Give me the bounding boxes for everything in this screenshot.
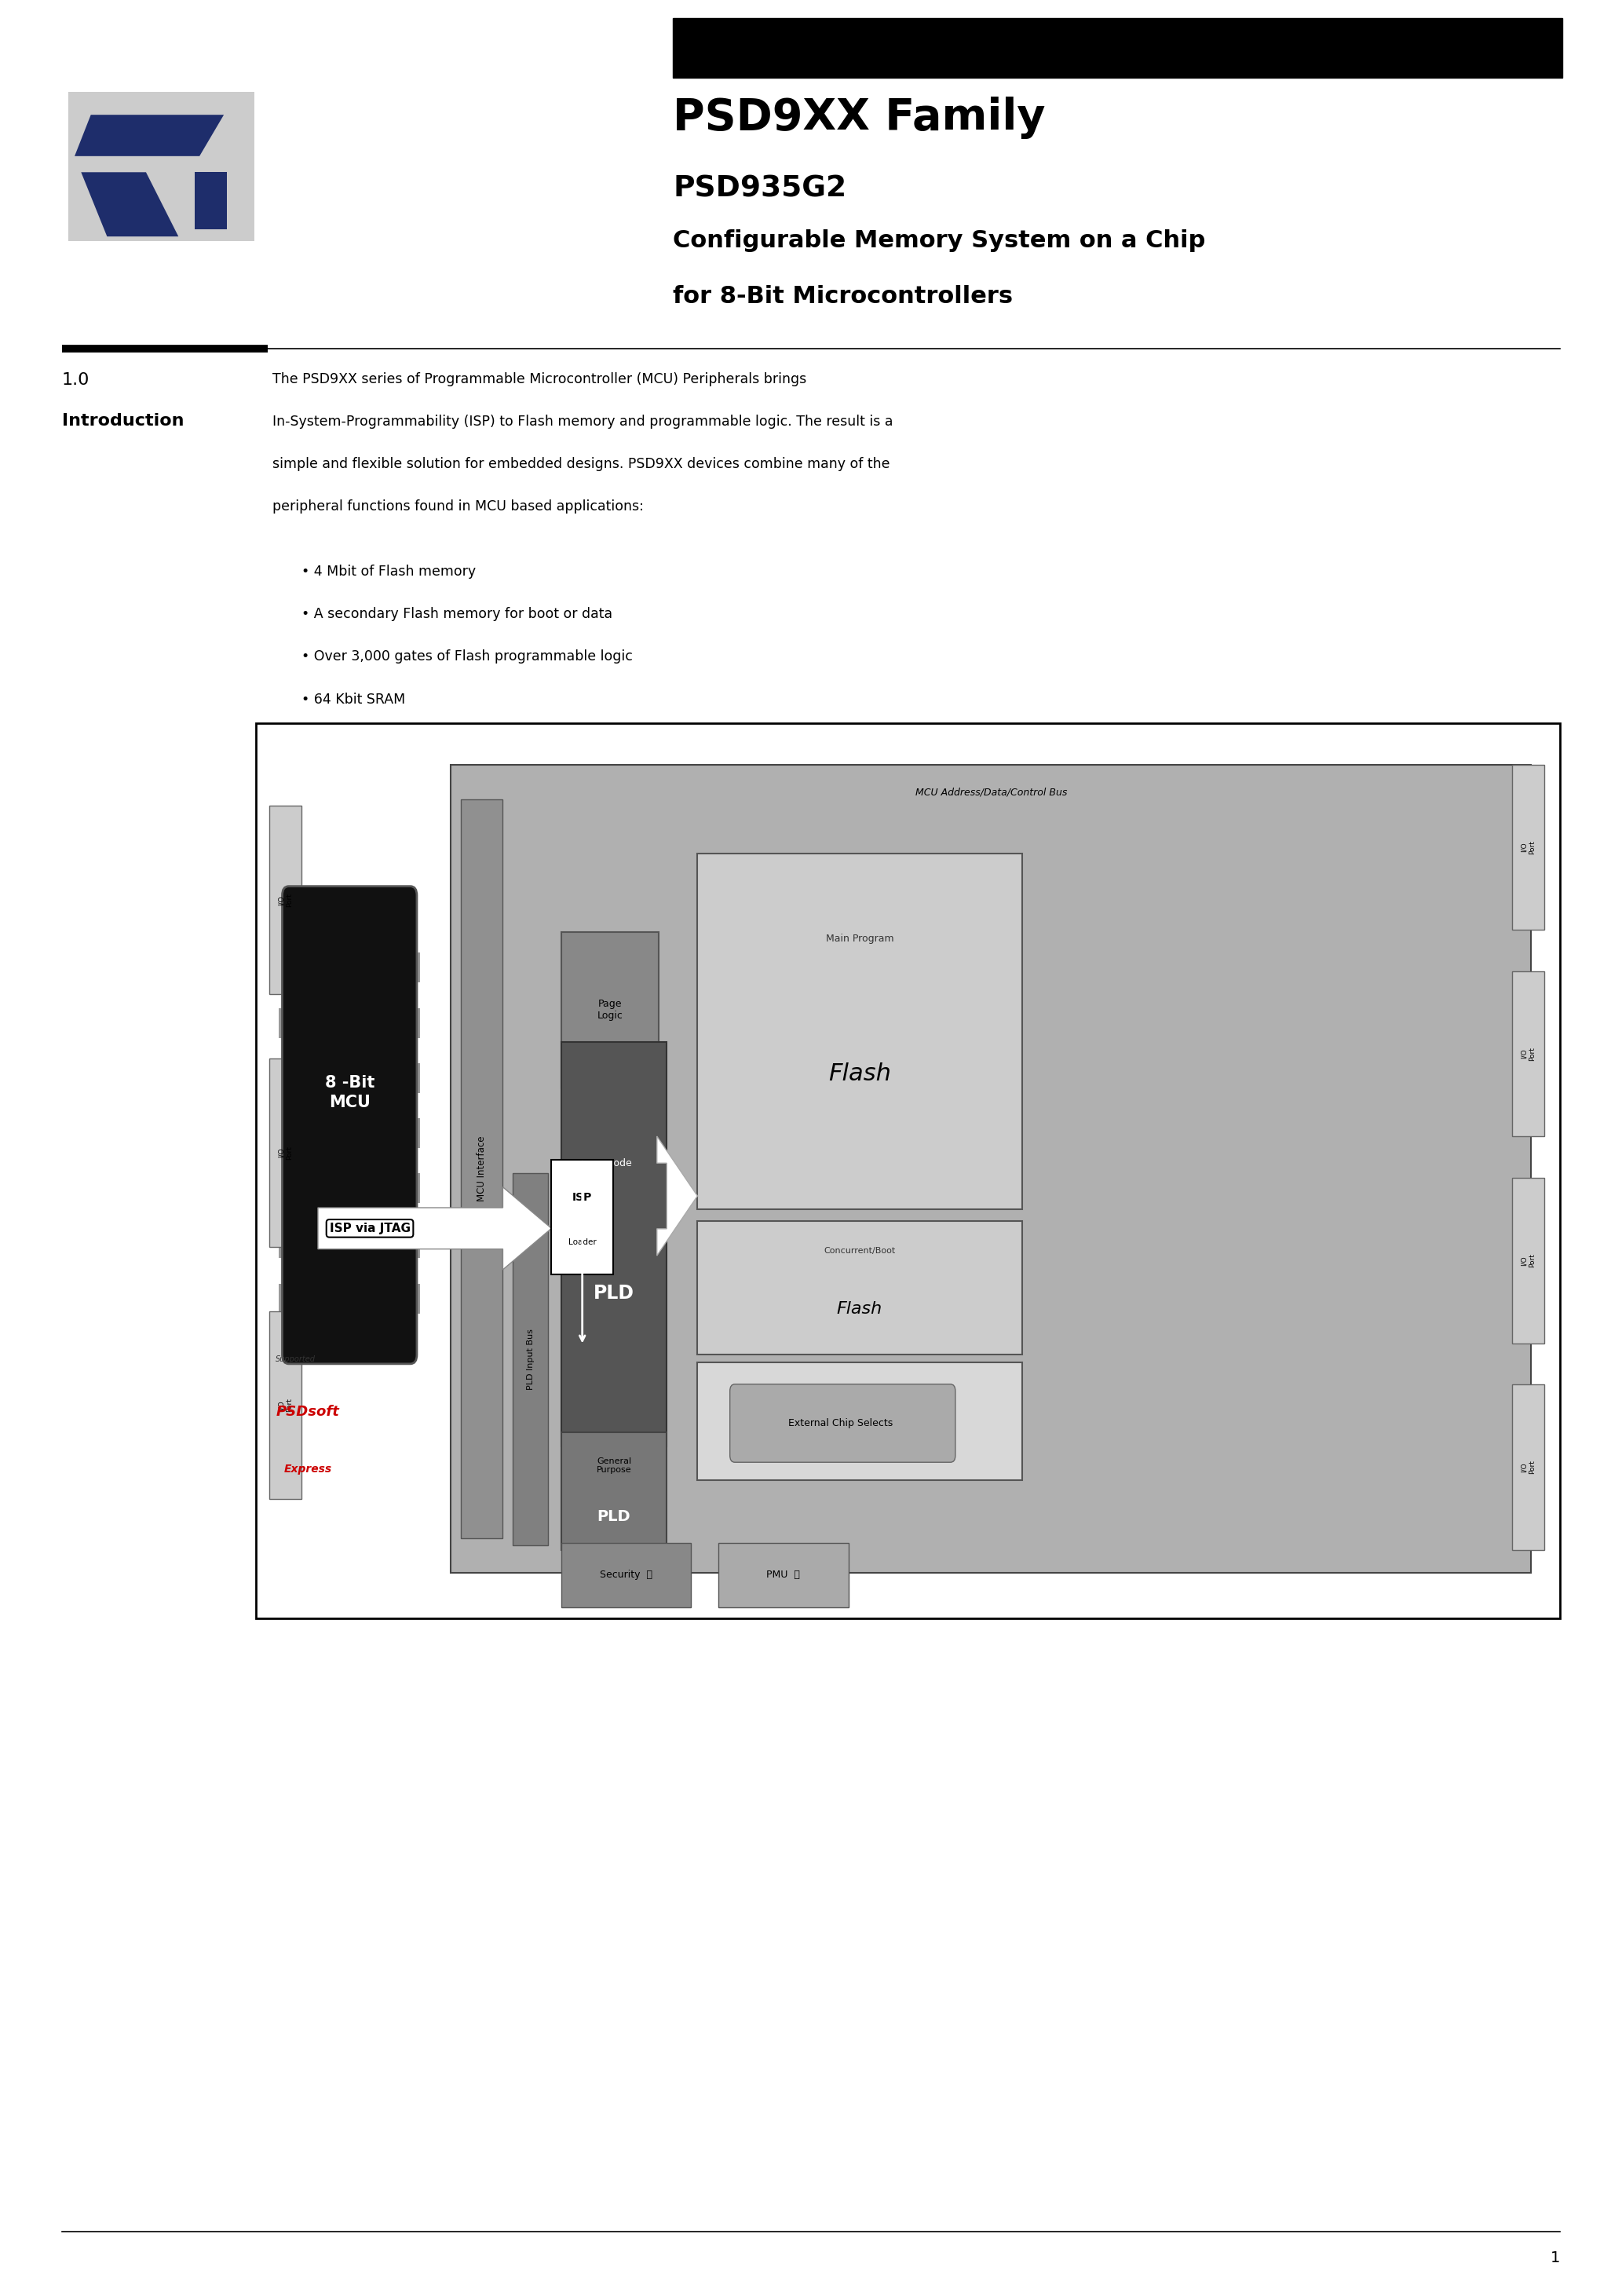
Bar: [279, 1008, 289, 1038]
Text: Supported: Supported: [276, 1355, 316, 1364]
Bar: [410, 1173, 420, 1203]
Bar: [410, 1228, 420, 1258]
Bar: [279, 953, 289, 983]
Bar: [1512, 1384, 1544, 1550]
Text: General
Purpose: General Purpose: [597, 1458, 631, 1474]
Bar: [561, 1433, 667, 1550]
Text: I/O
Port: I/O Port: [1520, 1254, 1536, 1267]
Text: • 64 Kbit SRAM: • 64 Kbit SRAM: [302, 693, 406, 707]
Text: • A secondary Flash memory for boot or data: • A secondary Flash memory for boot or d…: [302, 606, 613, 622]
Bar: [551, 1159, 613, 1274]
Bar: [561, 1042, 667, 1446]
Text: • Programmable power management.: • Programmable power management.: [302, 776, 563, 792]
Text: I/O
Port: I/O Port: [277, 893, 294, 907]
Bar: [1512, 1178, 1544, 1343]
Text: Flash: Flash: [829, 1063, 890, 1086]
Text: Flash: Flash: [837, 1302, 882, 1318]
Polygon shape: [75, 115, 224, 156]
Bar: [279, 1283, 289, 1313]
Text: I/O
Port: I/O Port: [277, 1146, 294, 1159]
Polygon shape: [318, 1187, 551, 1270]
Bar: [279, 1118, 289, 1148]
Text: simple and flexible solution for embedded designs. PSD9XX devices combine many o: simple and flexible solution for embedde…: [272, 457, 890, 471]
Text: PSDsoft: PSDsoft: [276, 1405, 339, 1419]
Text: I/O
Port: I/O Port: [1520, 840, 1536, 854]
Text: • Over 3,000 gates of Flash programmable logic: • Over 3,000 gates of Flash programmable…: [302, 650, 633, 664]
Bar: [410, 1283, 420, 1313]
Text: PSD935G2: PSD935G2: [673, 174, 847, 202]
Text: 1.0: 1.0: [62, 372, 89, 388]
Text: PSD9XX Family: PSD9XX Family: [673, 96, 1046, 138]
Polygon shape: [81, 172, 178, 236]
Bar: [256, 723, 1560, 1619]
Bar: [451, 765, 1531, 1573]
Bar: [410, 1063, 420, 1093]
Bar: [1512, 765, 1544, 930]
Text: Concurrent/Boot: Concurrent/Boot: [824, 1247, 895, 1254]
Text: PLD: PLD: [594, 1283, 634, 1302]
Text: peripheral functions found in MCU based applications:: peripheral functions found in MCU based …: [272, 501, 644, 514]
Text: 1: 1: [1551, 2250, 1560, 2264]
Bar: [461, 799, 503, 1538]
Text: SRAM: SRAM: [835, 1430, 884, 1446]
Text: External Chip Selects: External Chip Selects: [788, 1419, 892, 1428]
Bar: [269, 1058, 302, 1247]
Text: PMU  🔒: PMU 🔒: [767, 1570, 800, 1580]
Bar: [697, 1221, 1022, 1355]
Text: PLD: PLD: [597, 1508, 631, 1525]
Text: Main Program: Main Program: [826, 934, 894, 944]
Text: Page
Logic: Page Logic: [597, 999, 623, 1022]
Text: for 8-Bit Microcontrollers: for 8-Bit Microcontrollers: [673, 285, 1014, 308]
Bar: [1512, 971, 1544, 1137]
Text: I/O
Port: I/O Port: [1520, 1047, 1536, 1061]
Bar: [410, 1118, 420, 1148]
Text: Introduction: Introduction: [62, 413, 183, 429]
Text: ISP: ISP: [573, 1192, 592, 1203]
Bar: [673, 18, 1562, 78]
Bar: [269, 806, 302, 994]
Bar: [719, 1543, 848, 1607]
Text: Security  🔒: Security 🔒: [600, 1570, 652, 1580]
Bar: [269, 1311, 302, 1499]
Text: • 4 Mbit of Flash memory: • 4 Mbit of Flash memory: [302, 565, 477, 579]
Bar: [279, 1063, 289, 1093]
Bar: [697, 1362, 1022, 1481]
Bar: [561, 1543, 691, 1607]
Text: Decode: Decode: [595, 1159, 633, 1169]
Bar: [697, 854, 1022, 1210]
Polygon shape: [657, 1137, 697, 1256]
Bar: [561, 932, 659, 1088]
Text: • Reconfigurable I/O ports: • Reconfigurable I/O ports: [302, 735, 480, 748]
Text: PLD Input Bus: PLD Input Bus: [527, 1329, 534, 1389]
Bar: [279, 1173, 289, 1203]
Bar: [410, 953, 420, 983]
Text: 8 -Bit
MCU: 8 -Bit MCU: [324, 1075, 375, 1111]
Bar: [68, 92, 255, 241]
Bar: [513, 1173, 548, 1545]
Text: MCU Address/Data/Control Bus: MCU Address/Data/Control Bus: [915, 788, 1067, 797]
Text: Configurable Memory System on a Chip: Configurable Memory System on a Chip: [673, 230, 1205, 253]
Bar: [410, 1008, 420, 1038]
Bar: [279, 1228, 289, 1258]
Text: Loader: Loader: [568, 1238, 597, 1247]
FancyBboxPatch shape: [282, 886, 417, 1364]
Text: MCU Interface: MCU Interface: [477, 1137, 487, 1201]
Text: In-System-Programmability (ISP) to Flash memory and programmable logic. The resu: In-System-Programmability (ISP) to Flash…: [272, 416, 894, 429]
Text: I/O
Port: I/O Port: [277, 1398, 294, 1412]
FancyBboxPatch shape: [730, 1384, 955, 1463]
Text: Express: Express: [284, 1465, 333, 1474]
Text: I/O
Port: I/O Port: [1520, 1460, 1536, 1474]
Text: Scratch PAD: Scratch PAD: [835, 1384, 884, 1391]
Text: ISP via JTAG: ISP via JTAG: [329, 1221, 410, 1235]
Text: The PSD9XX series of Programmable Microcontroller (MCU) Peripherals brings: The PSD9XX series of Programmable Microc…: [272, 372, 806, 386]
Polygon shape: [195, 172, 227, 230]
